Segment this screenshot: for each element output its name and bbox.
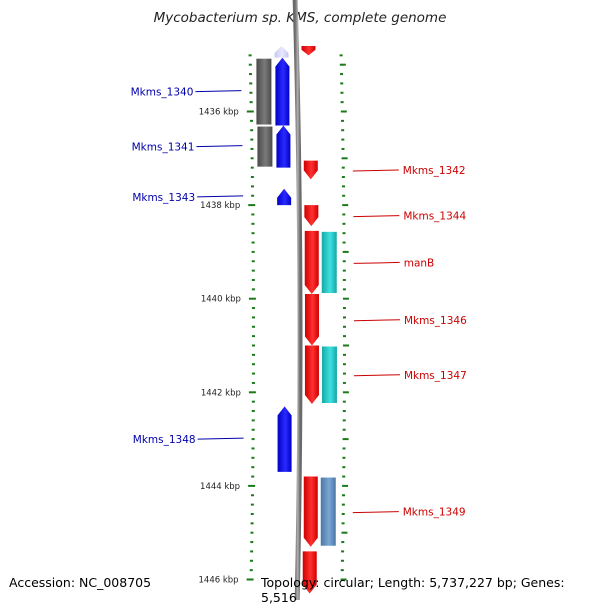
scale-label: 1444 kbp	[200, 482, 240, 492]
gene-label: Mkms_1342	[403, 165, 466, 177]
cog-bar	[320, 477, 336, 546]
gene-mkms_1344	[304, 205, 319, 227]
backbone-line	[292, 0, 303, 600]
genes	[274, 45, 319, 594]
label-leader	[352, 169, 399, 172]
gene-label: Mkms_1349	[403, 507, 466, 519]
gene-mkms_1340	[275, 57, 290, 126]
scale-label: 1436 kbp	[199, 108, 239, 118]
cog-bar	[256, 58, 272, 125]
gene-unnamed	[301, 45, 316, 56]
gene-mkms_1341	[276, 125, 291, 168]
scale-label: 1442 kbp	[201, 388, 241, 398]
gene-mkms_1343	[277, 188, 292, 206]
gene-label: Mkms_1346	[404, 315, 467, 327]
gene-label: Mkms_1348	[133, 434, 196, 446]
scale-label: 1438 kbp	[200, 201, 240, 211]
cog-bars	[256, 58, 337, 546]
gene-label: Mkms_1344	[403, 211, 466, 223]
label-leader	[353, 261, 400, 264]
cog-bar	[257, 126, 273, 167]
label-leader	[352, 511, 399, 514]
cog-bar	[321, 346, 337, 403]
label-leader	[196, 145, 243, 148]
gene-label: Mkms_1347	[404, 370, 467, 382]
label-leader	[353, 374, 400, 377]
label-leader	[195, 90, 242, 93]
gene-label: manB	[404, 257, 435, 269]
accession-label: Accession: NC_008705	[9, 575, 152, 590]
scale-ticks: 1436 kbp 1438 kbp 1440 kbp 1442 kbp 1444 kbp…	[199, 54, 349, 586]
label-leader	[197, 437, 244, 440]
gene-label: Mkms_1341	[132, 142, 195, 154]
gene-unnamed	[302, 551, 317, 594]
label-leader	[353, 215, 400, 218]
gene-mkms_1342	[303, 160, 318, 180]
gene-manb	[304, 230, 319, 295]
scale-label: 1446 kbp	[199, 576, 239, 586]
gene-labels: Mkms_1340 Mkms_1341 Mkms_1342 Mkms_1343 Mkms…	[131, 87, 468, 519]
scale-label: 1440 kbp	[201, 295, 241, 305]
gene-unnamed	[274, 45, 289, 58]
gene-mkms_1347	[304, 345, 319, 404]
label-leader	[353, 319, 400, 322]
gene-label: Mkms_1340	[131, 87, 194, 99]
map-title: Mycobacterium sp. KMS, complete genome	[153, 10, 447, 26]
gene-mkms_1346	[304, 294, 319, 346]
label-leader	[197, 195, 244, 198]
gene-mkms_1349	[303, 476, 318, 547]
cog-bar	[321, 231, 337, 294]
backbone	[292, 0, 303, 600]
gene-label: Mkms_1343	[132, 192, 195, 204]
gene-mkms_1348	[277, 406, 292, 472]
topology-label: Topology: circular; Length: 5,737,227 bp…	[261, 575, 565, 605]
